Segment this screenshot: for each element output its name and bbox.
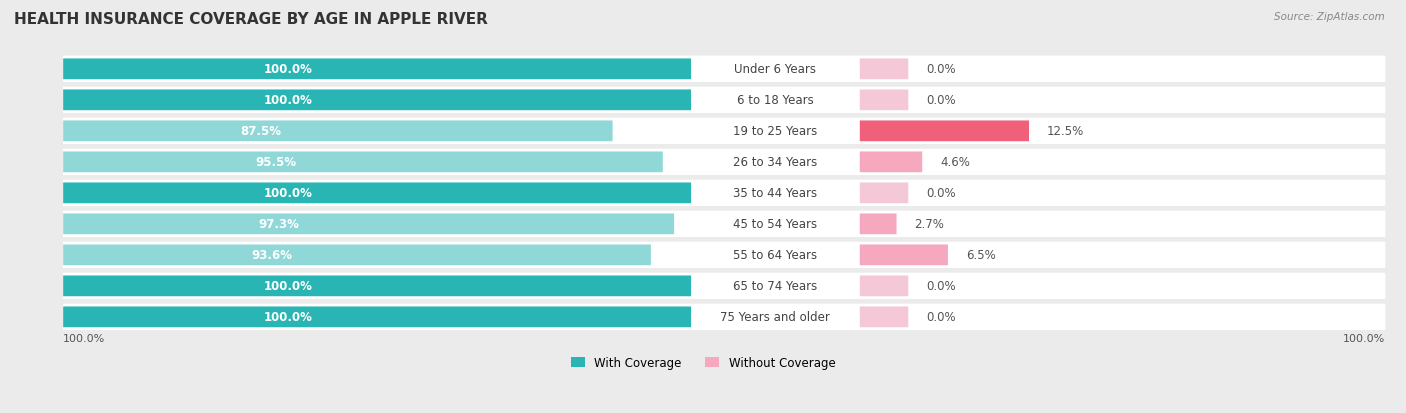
Text: 35 to 44 Years: 35 to 44 Years	[734, 187, 817, 200]
Text: 6 to 18 Years: 6 to 18 Years	[737, 94, 814, 107]
Text: 6.5%: 6.5%	[966, 249, 995, 262]
FancyBboxPatch shape	[63, 119, 1385, 145]
FancyBboxPatch shape	[860, 214, 897, 235]
Text: 100.0%: 100.0%	[264, 187, 312, 200]
Text: 100.0%: 100.0%	[264, 311, 312, 324]
FancyBboxPatch shape	[63, 211, 1385, 237]
FancyBboxPatch shape	[63, 57, 1385, 83]
Text: 100.0%: 100.0%	[264, 63, 312, 76]
Text: 97.3%: 97.3%	[259, 218, 299, 231]
Text: 95.5%: 95.5%	[254, 156, 297, 169]
FancyBboxPatch shape	[63, 121, 613, 142]
Text: 100.0%: 100.0%	[264, 94, 312, 107]
Text: 100.0%: 100.0%	[63, 333, 105, 343]
FancyBboxPatch shape	[63, 242, 1385, 268]
FancyBboxPatch shape	[860, 152, 922, 173]
Text: 65 to 74 Years: 65 to 74 Years	[734, 280, 817, 293]
FancyBboxPatch shape	[860, 307, 908, 328]
Text: 0.0%: 0.0%	[927, 311, 956, 324]
FancyBboxPatch shape	[860, 183, 908, 204]
FancyBboxPatch shape	[860, 121, 1029, 142]
FancyBboxPatch shape	[860, 245, 948, 266]
Text: Under 6 Years: Under 6 Years	[734, 63, 817, 76]
Text: 2.7%: 2.7%	[914, 218, 945, 231]
FancyBboxPatch shape	[63, 183, 692, 204]
FancyBboxPatch shape	[63, 276, 692, 297]
Text: Source: ZipAtlas.com: Source: ZipAtlas.com	[1274, 12, 1385, 22]
FancyBboxPatch shape	[63, 59, 692, 80]
FancyBboxPatch shape	[860, 276, 908, 297]
FancyBboxPatch shape	[63, 90, 692, 111]
Text: 55 to 64 Years: 55 to 64 Years	[734, 249, 817, 262]
FancyBboxPatch shape	[63, 180, 1385, 206]
FancyBboxPatch shape	[860, 59, 908, 80]
Text: 0.0%: 0.0%	[927, 94, 956, 107]
Text: 4.6%: 4.6%	[941, 156, 970, 169]
FancyBboxPatch shape	[63, 88, 1385, 114]
Text: 26 to 34 Years: 26 to 34 Years	[734, 156, 817, 169]
Text: 93.6%: 93.6%	[252, 249, 292, 262]
Text: 45 to 54 Years: 45 to 54 Years	[734, 218, 817, 231]
FancyBboxPatch shape	[63, 214, 673, 235]
FancyBboxPatch shape	[63, 273, 1385, 299]
Text: 12.5%: 12.5%	[1047, 125, 1084, 138]
Text: 100.0%: 100.0%	[264, 280, 312, 293]
FancyBboxPatch shape	[860, 90, 908, 111]
FancyBboxPatch shape	[63, 245, 651, 266]
Text: 75 Years and older: 75 Years and older	[720, 311, 831, 324]
Text: 0.0%: 0.0%	[927, 280, 956, 293]
FancyBboxPatch shape	[63, 150, 1385, 176]
Text: HEALTH INSURANCE COVERAGE BY AGE IN APPLE RIVER: HEALTH INSURANCE COVERAGE BY AGE IN APPL…	[14, 12, 488, 27]
Text: 0.0%: 0.0%	[927, 63, 956, 76]
FancyBboxPatch shape	[63, 152, 662, 173]
Text: 0.0%: 0.0%	[927, 187, 956, 200]
FancyBboxPatch shape	[63, 307, 692, 328]
Legend: With Coverage, Without Coverage: With Coverage, Without Coverage	[565, 351, 841, 374]
Text: 19 to 25 Years: 19 to 25 Years	[734, 125, 817, 138]
FancyBboxPatch shape	[63, 304, 1385, 330]
Text: 87.5%: 87.5%	[240, 125, 281, 138]
Text: 100.0%: 100.0%	[1343, 333, 1385, 343]
